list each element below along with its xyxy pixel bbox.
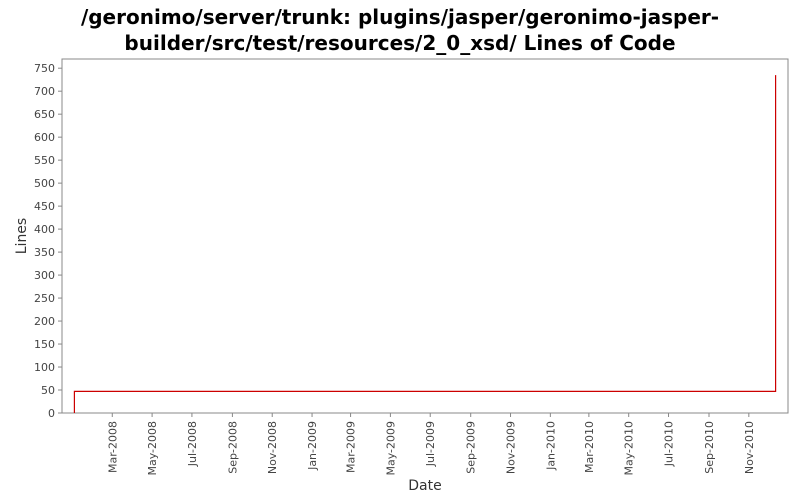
x-tick-label: Sep-2010 — [703, 421, 716, 474]
series-line — [73, 75, 777, 413]
x-tick-label: Nov-2008 — [266, 421, 279, 474]
x-tick-label: Nov-2009 — [505, 421, 518, 474]
plot-area — [61, 58, 789, 414]
y-tick-label: 250 — [34, 292, 55, 305]
y-tick-label: 0 — [48, 407, 55, 420]
x-tick-label: Mar-2010 — [583, 421, 596, 473]
x-tick-label: Jul-2008 — [186, 421, 199, 467]
x-axis-label: Date — [408, 478, 441, 494]
x-tick-label: Jan-2010 — [544, 421, 557, 471]
y-tick-label: 600 — [34, 131, 55, 144]
chart-title: /geronimo/server/trunk: plugins/jasper/g… — [0, 4, 800, 56]
y-tick-label: 550 — [34, 154, 55, 167]
x-tick-label: Sep-2008 — [226, 421, 239, 474]
x-tick-label: May-2010 — [623, 421, 636, 476]
x-tick-label: Sep-2009 — [465, 421, 478, 474]
y-tick-label: 400 — [34, 223, 55, 236]
x-tick-label: Jul-2010 — [663, 421, 676, 467]
y-tick-label: 500 — [34, 177, 55, 190]
y-tick-label: 150 — [34, 338, 55, 351]
y-tick-label: 650 — [34, 108, 55, 121]
y-tick-label: 100 — [34, 361, 55, 374]
x-tick-label: Jan-2009 — [306, 421, 319, 471]
y-tick-label: 200 — [34, 315, 55, 328]
x-tick-label: May-2009 — [384, 421, 397, 476]
x-tick-label: Mar-2008 — [106, 421, 119, 473]
y-tick-label: 700 — [34, 85, 55, 98]
y-tick-label: 750 — [34, 62, 55, 75]
y-axis-label: Lines — [14, 218, 30, 254]
y-tick-label: 300 — [34, 269, 55, 282]
x-tick-label: Jul-2009 — [424, 421, 437, 467]
chart-title-line-2: builder/src/test/resources/2_0_xsd/ Line… — [124, 31, 676, 55]
x-tick-label: May-2008 — [146, 421, 159, 476]
x-tick-label: Mar-2009 — [345, 421, 358, 473]
y-tick-label: 350 — [34, 246, 55, 259]
y-tick-label: 450 — [34, 200, 55, 213]
x-tick-label: Nov-2010 — [743, 421, 756, 474]
y-tick-label: 50 — [41, 384, 55, 397]
chart-title-line-1: /geronimo/server/trunk: plugins/jasper/g… — [80, 5, 720, 29]
